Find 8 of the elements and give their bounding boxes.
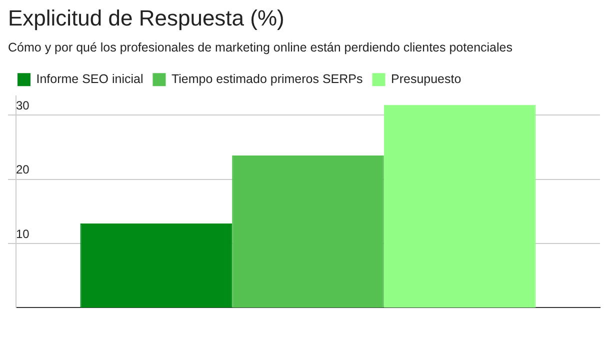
- legend-label: Presupuesto: [391, 72, 462, 86]
- chart-subtitle: Cómo y por qué los profesionales de marketing online están perdiendo clientes potenciales: [8, 40, 512, 54]
- chart-title: Explicitud de Respuesta (%): [8, 5, 284, 30]
- y-tick-label: 10: [16, 226, 30, 241]
- y-tick-label: 20: [16, 162, 30, 177]
- legend-label: Informe SEO inicial: [36, 72, 144, 86]
- legend-label: Tiempo estimado primeros SERPs: [171, 72, 363, 86]
- y-tick-label: 30: [16, 98, 30, 112]
